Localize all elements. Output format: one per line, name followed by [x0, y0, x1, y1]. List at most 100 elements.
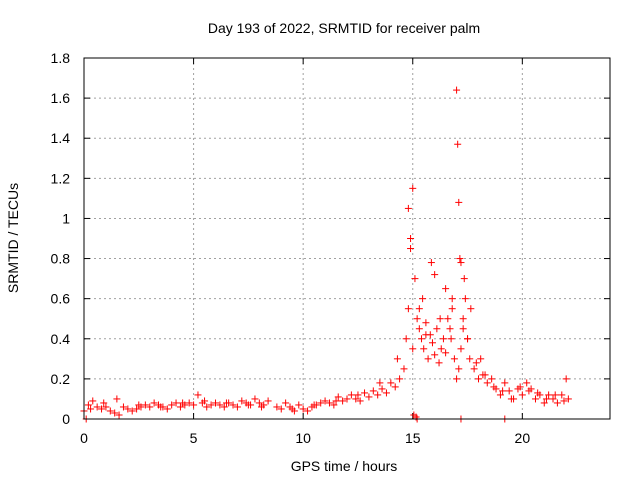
data-point	[400, 365, 408, 373]
data-point	[115, 411, 123, 419]
data-point	[424, 355, 432, 363]
data-point	[220, 403, 228, 411]
data-point	[135, 401, 143, 409]
data-point	[119, 403, 127, 411]
data-point	[415, 325, 423, 333]
data-point	[216, 401, 224, 409]
data-point	[427, 259, 435, 267]
data-point	[194, 391, 202, 399]
x-axis-label: GPS time / hours	[291, 458, 398, 474]
data-point	[310, 401, 318, 409]
data-point	[454, 140, 462, 148]
data-point	[100, 399, 108, 407]
data-point	[534, 389, 542, 397]
data-point	[317, 399, 325, 407]
data-point	[207, 401, 215, 409]
data-point	[393, 355, 401, 363]
data-point	[334, 393, 342, 401]
data-point	[273, 403, 281, 411]
data-point	[339, 397, 347, 405]
data-point	[304, 407, 312, 415]
data-point	[444, 315, 452, 323]
data-point	[455, 365, 463, 373]
data-point	[133, 405, 141, 413]
data-point	[288, 405, 296, 413]
data-point	[325, 399, 333, 407]
data-point	[448, 305, 456, 313]
data-point	[558, 391, 566, 399]
data-points	[80, 86, 572, 423]
data-point	[453, 86, 461, 94]
data-point	[238, 397, 246, 405]
data-point	[542, 395, 550, 403]
data-point	[437, 345, 445, 353]
data-point	[356, 397, 364, 405]
data-point	[472, 359, 480, 367]
data-point	[157, 403, 165, 411]
data-point	[475, 375, 482, 383]
data-point	[113, 395, 121, 403]
y-tick-label: 1.4	[51, 130, 71, 146]
data-point	[419, 295, 427, 303]
data-point	[396, 375, 404, 383]
data-point	[106, 407, 114, 415]
data-point	[507, 395, 515, 403]
data-point	[176, 403, 184, 411]
data-point	[422, 319, 430, 327]
data-point	[150, 399, 158, 407]
data-point	[87, 405, 95, 413]
data-point	[456, 255, 464, 263]
data-point	[407, 245, 415, 253]
data-point	[415, 305, 423, 313]
data-point	[391, 383, 399, 391]
data-point	[545, 391, 553, 399]
data-point	[483, 379, 491, 387]
data-point	[378, 385, 386, 393]
data-point	[422, 331, 430, 339]
data-point	[258, 403, 266, 411]
data-point	[330, 401, 338, 409]
y-tick-label: 0.2	[51, 371, 71, 387]
data-point	[564, 395, 572, 403]
data-point	[523, 379, 531, 387]
data-point	[551, 391, 559, 399]
data-point	[277, 405, 285, 413]
y-tick-label: 1.8	[51, 50, 71, 66]
x-tick-label: 20	[515, 430, 531, 446]
data-point	[439, 335, 447, 343]
x-tick-label: 15	[405, 430, 421, 446]
data-point	[464, 335, 472, 343]
data-point	[185, 399, 193, 407]
data-point	[433, 325, 441, 333]
data-point	[212, 399, 219, 407]
data-point	[93, 403, 101, 411]
data-point	[321, 397, 329, 405]
data-point	[447, 335, 455, 343]
data-point	[84, 401, 92, 409]
data-point	[299, 405, 307, 413]
data-point	[347, 391, 355, 399]
data-point	[244, 401, 252, 409]
data-point	[128, 407, 136, 415]
data-point	[518, 391, 526, 399]
data-point	[457, 259, 465, 267]
data-point	[505, 387, 513, 395]
data-point	[467, 305, 475, 313]
data-point	[562, 375, 570, 383]
axis-ticks: 0 0.2 0.4 0.6 0.8 1 1.2 1.4 1.6 1.8 0 5 10 15 20	[51, 50, 610, 446]
data-point	[146, 403, 154, 411]
data-point	[460, 275, 468, 283]
data-point	[179, 399, 187, 407]
data-point	[448, 295, 456, 303]
data-point	[111, 409, 119, 417]
data-point	[190, 401, 198, 409]
data-point	[525, 387, 533, 395]
data-point	[365, 393, 373, 401]
data-point	[560, 397, 568, 405]
data-point	[455, 198, 463, 206]
data-point	[124, 405, 132, 413]
y-tick-label: 0.4	[51, 331, 71, 347]
data-point	[420, 345, 428, 353]
data-point	[369, 387, 377, 395]
plot-frame	[83, 57, 611, 420]
